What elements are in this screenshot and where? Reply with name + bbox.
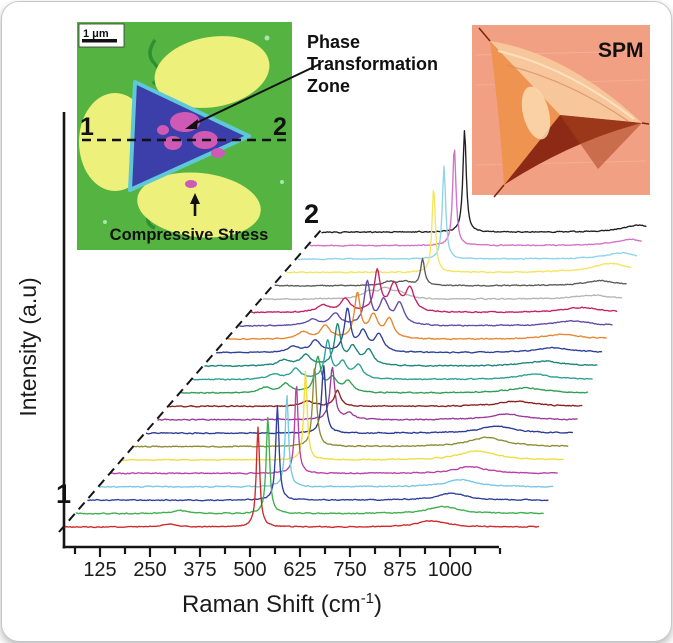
spectrum-trace-pos-09 — [157, 366, 578, 421]
spectrum-trace-pos-22 — [309, 149, 642, 247]
compressive-stress-arrowhead — [190, 193, 200, 204]
spectrum-trace-pos-08 — [145, 365, 574, 435]
spectrum-trace-pos-10 — [169, 389, 583, 408]
scale-bar: 1 μm — [78, 23, 125, 48]
spectrum-trace-pos-23 — [321, 130, 647, 234]
spectrum-trace-pos-05 — [110, 385, 558, 475]
spectrum-trace-pos-21 — [297, 165, 638, 261]
phase-zone-blob — [157, 125, 169, 135]
y-axis-label: Intensity (a.u) — [15, 277, 41, 416]
map-point-1-label: 1 — [80, 113, 94, 141]
phase-zone-label-line3: Zone — [307, 76, 350, 96]
map-speck — [264, 35, 270, 41]
x-axis-label-suffix: ) — [374, 591, 382, 618]
spectrum-trace-pos-16 — [239, 279, 613, 327]
indent-triangle — [128, 80, 251, 192]
spectrum-trace-pos-18 — [262, 286, 623, 301]
phase-zone-arrowhead — [185, 119, 198, 129]
spectrum-trace-pos-14 — [215, 307, 603, 354]
spectrum-trace-pos-04 — [98, 395, 554, 488]
scan-end-label: 2 — [304, 199, 319, 229]
spm-inset: SPM — [472, 25, 650, 198]
spectrum-trace-pos-15 — [227, 291, 607, 341]
spectrum-trace-pos-11 — [180, 355, 589, 395]
stress-petal-bottom — [137, 172, 261, 238]
x-tick-label: 750 — [333, 559, 366, 581]
x-tick-label: 500 — [233, 559, 266, 581]
phase-zone-blob — [211, 148, 225, 158]
x-axis-ticks — [73, 548, 502, 557]
spm-indent-shadow-spread — [560, 115, 642, 169]
scale-bar-rule — [82, 39, 117, 43]
x-tick-label: 625 — [283, 559, 316, 581]
spectrum-trace-pos-06 — [122, 370, 564, 462]
spectrum-trace-pos-02 — [75, 416, 544, 515]
spectrum-trace-pos-19 — [274, 257, 627, 287]
x-axis-tick-labels: 125 250 375 500 625 750 875 1000 — [83, 559, 472, 581]
phase-zone-arrow-line — [191, 63, 321, 126]
x-tick-label: 375 — [183, 559, 216, 581]
map-speck — [103, 220, 107, 224]
x-tick-label: 875 — [383, 559, 416, 581]
map-point-2-label: 2 — [273, 113, 287, 141]
x-axis-label-prefix: Raman Shift (cm — [182, 591, 361, 618]
phase-zone-label-line2: Transformation — [307, 54, 438, 74]
x-axis-label-superscript: -1 — [361, 590, 374, 607]
phase-zone-blob — [164, 136, 182, 150]
x-axis-label: Raman Shift (cm-1) — [182, 590, 382, 618]
phase-zone-label-line1: Phase — [307, 32, 360, 52]
spectrum-trace-pos-07 — [134, 368, 569, 448]
spm-crack — [478, 27, 491, 42]
raman-map-inset: 1 2 1 μm Compressive Stress — [77, 22, 292, 250]
scale-bar-label: 1 μm — [83, 28, 109, 40]
spm-ridge-line — [497, 50, 635, 120]
stress-petal-top — [154, 36, 270, 108]
spectrum-trace-pos-01 — [63, 426, 540, 529]
spectrum-trace-pos-13 — [204, 322, 598, 368]
spm-indent-highlight — [521, 86, 551, 140]
x-tick-label: 1000 — [428, 559, 473, 581]
scan-start-label: 1 — [56, 479, 71, 509]
spectra-waterfall — [63, 130, 647, 529]
scan-direction-dashed-line — [58, 229, 322, 533]
map-speck — [280, 180, 284, 184]
axes: 125 250 375 500 625 750 875 1000 — [62, 112, 502, 581]
x-tick-label: 125 — [83, 559, 116, 581]
spm-indent-face-top — [490, 41, 642, 123]
spm-label: SPM — [598, 39, 644, 62]
spectrum-trace-pos-20 — [286, 190, 632, 274]
phase-zone-blob — [185, 180, 197, 188]
compressive-stress-label: Compressive Stress — [110, 226, 269, 244]
spectrum-trace-pos-17 — [250, 268, 618, 314]
spm-indent — [478, 27, 650, 198]
spm-crack — [493, 184, 505, 198]
spm-ridge-line — [505, 64, 629, 122]
spectrum-trace-pos-12 — [192, 339, 593, 381]
phase-zone-callout: Phase Transformation Zone — [185, 32, 438, 129]
x-tick-label: 250 — [133, 559, 166, 581]
spm-crack — [641, 122, 650, 125]
spectrum-trace-pos-03 — [87, 405, 549, 502]
